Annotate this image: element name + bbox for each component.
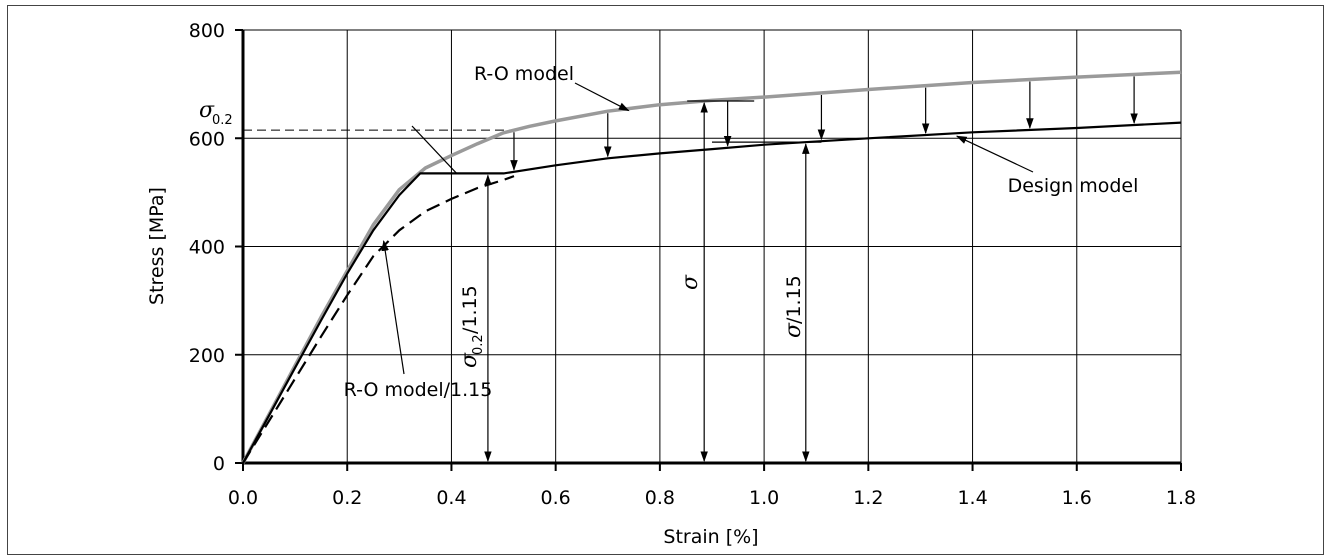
ro-model-label: R-O model <box>474 63 574 85</box>
x-tick-label: 0.0 <box>228 487 258 509</box>
divisor-label: /1.15 <box>783 275 805 324</box>
divisor-label: /1.15 <box>459 285 481 334</box>
ro-model-115-leader <box>381 240 405 375</box>
annotations <box>381 76 1138 463</box>
x-tick-label: 0.8 <box>645 487 675 509</box>
y-tick-label: 200 <box>189 345 225 367</box>
x-axis-label: Strain [%] <box>663 526 758 548</box>
sigma-symbol: σ <box>199 98 215 123</box>
grid-lines <box>242 29 1182 464</box>
x-tick-label: 1.0 <box>749 487 779 509</box>
x-tick-label: 1.2 <box>853 487 883 509</box>
sigma-symbol: σ <box>781 322 806 338</box>
design-model-leader <box>955 135 1034 173</box>
series-r-o-model <box>241 70 1182 464</box>
x-tick-label: 1.4 <box>957 487 987 509</box>
axes <box>235 29 1182 471</box>
chart-frame <box>7 5 1324 555</box>
y-axis-label: Stress [MPa] <box>146 187 168 305</box>
series-design-model <box>242 121 1182 464</box>
y-tick-label: 600 <box>189 128 225 150</box>
y-tick-label: 400 <box>189 237 225 259</box>
sigma-115-label: σ /1.15 <box>781 275 806 338</box>
y-tick-label: 0 <box>213 453 225 475</box>
sigma-symbol: σ <box>457 352 482 368</box>
sigma02-leader <box>411 125 458 174</box>
design-model-label: Design model <box>1008 175 1139 197</box>
x-tick-label: 0.6 <box>541 487 571 509</box>
sigma-label: σ <box>678 274 703 290</box>
x-tick-label: 1.6 <box>1062 487 1092 509</box>
y-tick-label: 800 <box>189 20 225 42</box>
x-tick-label: 1.8 <box>1166 487 1196 509</box>
sigma-subscript: 0.2 <box>212 113 233 128</box>
sigma-subscript: 0.2 <box>471 334 486 355</box>
ro-model-leader <box>574 82 630 112</box>
series-lines <box>241 70 1182 464</box>
x-tick-label: 0.4 <box>436 487 466 509</box>
sigma02-label: σ 0.2 <box>199 98 233 128</box>
x-tick-label: 0.2 <box>332 487 362 509</box>
tick-labels: 0.0 0.2 0.4 0.6 0.8 1.0 1.2 1.4 1.6 1.8 0 200 400 600… <box>189 20 1196 509</box>
ro-model-115-label: R-O model/1.15 <box>344 379 493 401</box>
sigma-symbol: σ <box>678 274 703 290</box>
sigma02-115-label: σ 0.2 /1.15 <box>457 285 486 368</box>
